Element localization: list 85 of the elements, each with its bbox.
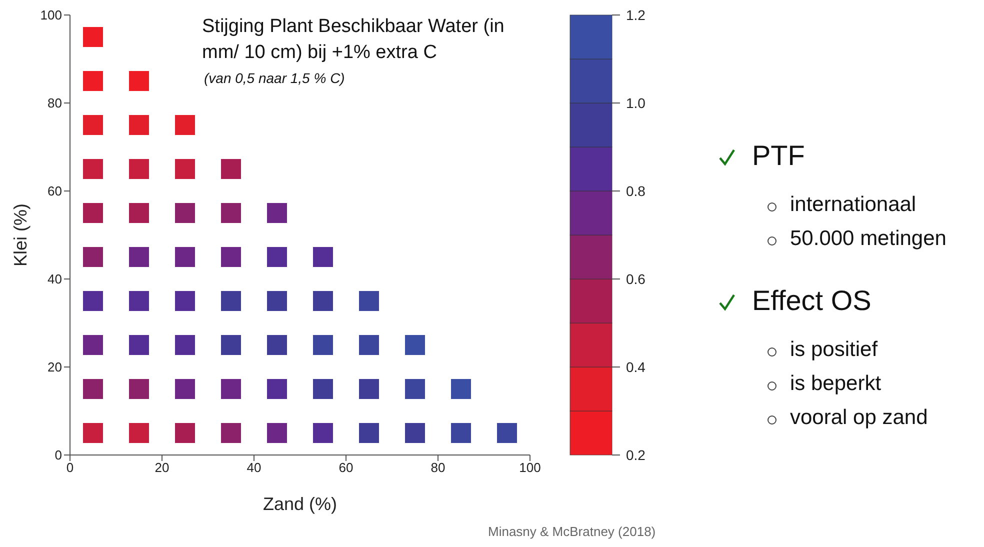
color-bar-label: 0.2 [626, 447, 646, 463]
point [175, 335, 195, 355]
point [83, 115, 103, 135]
point [175, 115, 195, 135]
point [267, 379, 287, 399]
point [221, 159, 241, 179]
point [267, 203, 287, 223]
point [129, 115, 149, 135]
text: (van 0,5 naar 1,5 % C) [204, 70, 345, 86]
y-tick-label: 80 [48, 96, 62, 111]
x-tick-label: 100 [519, 460, 541, 476]
text: Stijging Plant Beschikbaar Water (in mm/ 10 cm) bij +1% extra C [202, 15, 506, 65]
point [83, 203, 103, 223]
point [221, 379, 241, 399]
text: is beperkt [790, 372, 882, 396]
point [405, 423, 425, 443]
y-axis-title: Klei (%) [10, 203, 30, 267]
point [129, 423, 149, 443]
color-bar-label: 1.0 [626, 95, 646, 111]
y-tick-label: 20 [48, 360, 62, 375]
point [267, 423, 287, 443]
point [267, 291, 287, 311]
point [313, 291, 333, 311]
point [221, 291, 241, 311]
x-axis-title: Zand (%) [262, 494, 338, 514]
point [83, 159, 103, 179]
point [175, 247, 195, 267]
point [497, 423, 517, 443]
point [359, 335, 379, 355]
x-tick-label: 20 [154, 460, 170, 476]
text: is positief [790, 338, 878, 362]
point [267, 247, 287, 267]
point [313, 335, 333, 355]
point [83, 335, 103, 355]
x-tick-label: 40 [246, 460, 262, 476]
point [83, 423, 103, 443]
point [83, 27, 103, 47]
point [175, 423, 195, 443]
point [405, 379, 425, 399]
color-bar-label: 0.8 [626, 183, 646, 199]
point [221, 335, 241, 355]
point [175, 203, 195, 223]
point [221, 423, 241, 443]
color-bar-label: 0.4 [626, 359, 646, 375]
point [313, 423, 333, 443]
text: 50.000 metingen [790, 227, 946, 251]
point [221, 247, 241, 267]
text: vooral op zand [790, 406, 928, 430]
y-tick-label: 60 [48, 184, 62, 199]
point [359, 423, 379, 443]
point [451, 379, 471, 399]
point [267, 335, 287, 355]
point [221, 203, 241, 223]
text: PTF [752, 140, 805, 172]
point [129, 247, 149, 267]
point [129, 159, 149, 179]
point [129, 203, 149, 223]
point [405, 335, 425, 355]
point [129, 335, 149, 355]
point [129, 379, 149, 399]
point [451, 423, 471, 443]
x-tick-label: 0 [66, 460, 74, 476]
point [83, 379, 103, 399]
point [129, 291, 149, 311]
y-tick-label: 100 [40, 8, 62, 23]
point [83, 71, 103, 91]
text: Effect OS [752, 285, 872, 317]
point [83, 247, 103, 267]
point [129, 71, 149, 91]
text: Minasny & McBratney (2018) [488, 524, 656, 539]
text: internationaal [790, 193, 916, 217]
point [175, 291, 195, 311]
point [359, 379, 379, 399]
point [359, 291, 379, 311]
y-tick-label: 0 [54, 448, 62, 463]
point [175, 159, 195, 179]
point [83, 291, 103, 311]
point [313, 379, 333, 399]
point [313, 247, 333, 267]
x-tick-label: 80 [430, 460, 446, 476]
color-bar-label: 0.6 [626, 271, 646, 287]
x-tick-label: 60 [338, 460, 354, 476]
point [175, 379, 195, 399]
y-tick-label: 40 [48, 272, 62, 287]
color-bar-label: 1.2 [626, 7, 646, 23]
